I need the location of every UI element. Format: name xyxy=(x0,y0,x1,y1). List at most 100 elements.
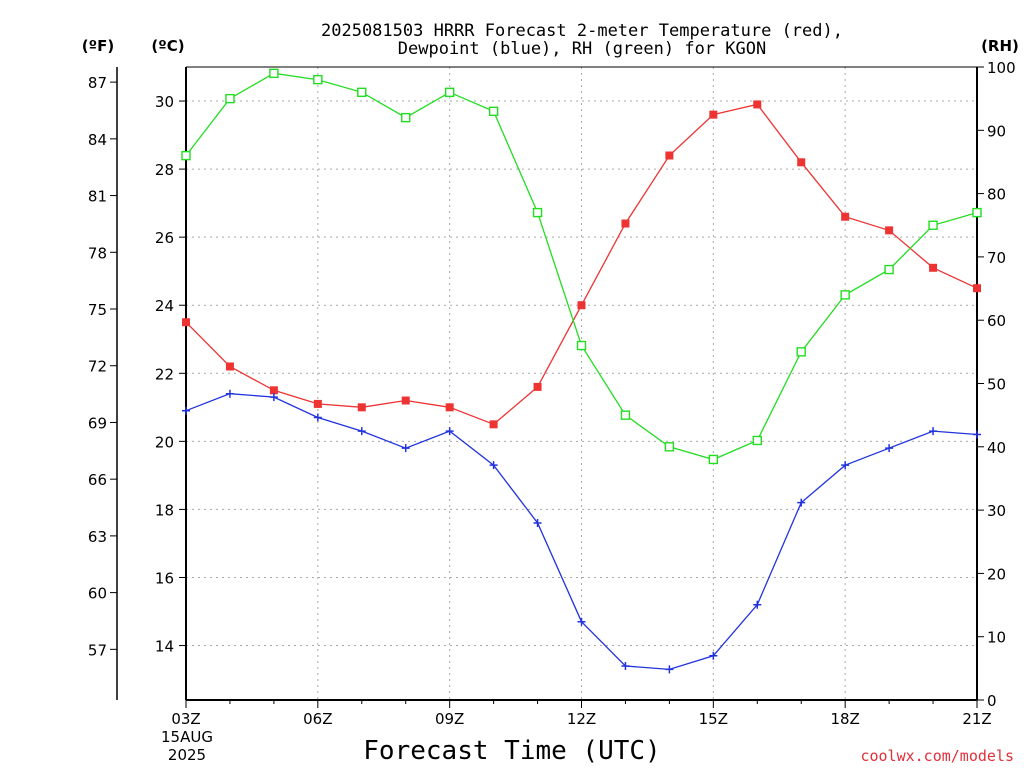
series-lines xyxy=(185,72,978,671)
dewpoint-point xyxy=(885,444,894,453)
temperature-point xyxy=(753,100,762,109)
rh-point xyxy=(401,112,411,123)
dewpoint-point xyxy=(313,413,322,422)
temperature-point xyxy=(489,420,498,429)
date-label-year: 2025 xyxy=(168,746,206,764)
rh-tick-label: 80 xyxy=(987,186,1006,204)
dewpoint-point xyxy=(665,665,674,674)
rh-tick-label: 10 xyxy=(987,629,1006,647)
dewpoint-point xyxy=(709,651,718,660)
dewpoint-point xyxy=(753,600,762,609)
rh-point xyxy=(181,150,191,161)
dewpoint-line xyxy=(185,393,978,671)
dewpoint-point xyxy=(269,393,278,402)
rh-point xyxy=(576,340,587,351)
x-tick-label: 18Z xyxy=(830,710,859,728)
fahrenheit-tick-label: 78 xyxy=(88,244,107,262)
rh-tick-label: 60 xyxy=(987,312,1006,330)
rh-tick-label: 100 xyxy=(987,59,1016,77)
dewpoint-point xyxy=(929,427,938,436)
temperature-point xyxy=(313,399,322,408)
date-label-day: 15AUG xyxy=(161,728,213,746)
gridlines xyxy=(186,67,977,700)
chart-title-line-2: Dewpoint (blue), RH (green) for KGON xyxy=(398,39,766,59)
dewpoint-point xyxy=(182,406,190,415)
temperature-point xyxy=(445,403,454,412)
dewpoint-point xyxy=(489,461,498,470)
rh-point xyxy=(444,87,455,98)
temperature-point xyxy=(401,396,410,405)
dewpoint-point xyxy=(445,427,454,436)
rh-point xyxy=(664,442,675,452)
temperature-point xyxy=(533,382,542,391)
temperature-point xyxy=(269,386,278,395)
celsius-tick-label: 18 xyxy=(155,501,174,519)
rh-point xyxy=(708,454,719,465)
axes: 57 60 63 66 69 72 75 78 81 84 87 14 16 18 20 22 24 26 28 30… xyxy=(88,59,1016,728)
fahrenheit-tick-label: 60 xyxy=(88,585,107,603)
temperature-point xyxy=(357,403,366,412)
dewpoint-point xyxy=(973,430,981,439)
rh-point xyxy=(796,347,806,357)
fahrenheit-tick-label: 81 xyxy=(88,188,107,206)
rh-point xyxy=(752,435,762,446)
temperature-point xyxy=(973,284,981,293)
fahrenheit-tick-label: 66 xyxy=(88,471,107,489)
temperature-point xyxy=(577,301,586,310)
fahrenheit-tick-label: 84 xyxy=(88,131,107,149)
rh-point xyxy=(269,68,279,79)
celsius-tick-label: 26 xyxy=(155,229,174,247)
x-tick-label: 21Z xyxy=(962,710,991,728)
fahrenheit-tick-label: 72 xyxy=(88,358,107,376)
fahrenheit-tick-label: 57 xyxy=(88,641,107,659)
chart-title-line-1: 2025081503 HRRR Forecast 2-meter Tempera… xyxy=(321,21,843,41)
rh-tick-label: 30 xyxy=(987,502,1006,520)
temperature-point xyxy=(929,263,938,272)
dewpoint-point xyxy=(225,389,234,398)
celsius-tick-label: 14 xyxy=(155,638,174,656)
rh-point xyxy=(620,410,631,420)
x-axis-title: Forecast Time (UTC) xyxy=(363,736,660,766)
rh-tick-label: 50 xyxy=(987,376,1006,394)
rh-point xyxy=(225,93,235,104)
rh-unit-label: (RH) xyxy=(981,37,1019,55)
rh-point xyxy=(972,207,982,218)
dewpoint-point xyxy=(533,519,542,528)
dewpoint-point xyxy=(401,444,410,453)
rh-point xyxy=(884,264,894,275)
celsius-tick-label: 16 xyxy=(155,569,174,587)
celsius-tick-label: 24 xyxy=(155,297,174,315)
rh-point xyxy=(840,290,850,300)
fahrenheit-tick-label: 87 xyxy=(88,74,107,92)
rh-tick-label: 70 xyxy=(987,249,1006,267)
credit-text: coolwx.com/models xyxy=(860,747,1014,765)
dewpoint-point xyxy=(357,427,366,436)
celsius-tick-label: 22 xyxy=(155,365,174,383)
temperature-point xyxy=(225,362,234,371)
temperature-point xyxy=(797,158,806,167)
fahrenheit-unit-label: (ºF) xyxy=(82,37,114,55)
celsius-unit-label: (ºC) xyxy=(151,37,184,55)
dewpoint-point xyxy=(621,661,630,670)
temperature-point xyxy=(709,110,718,119)
fahrenheit-tick-label: 69 xyxy=(88,414,107,432)
rh-tick-label: 40 xyxy=(987,439,1006,457)
temperature-point xyxy=(885,226,894,235)
x-tick-label: 03Z xyxy=(171,710,200,728)
rh-tick-label: 90 xyxy=(987,122,1006,140)
x-tick-label: 09Z xyxy=(435,710,464,728)
rh-point xyxy=(532,207,543,218)
x-tick-label: 06Z xyxy=(303,710,332,728)
celsius-tick-label: 28 xyxy=(155,161,174,179)
x-tick-label: 12Z xyxy=(567,710,596,728)
celsius-tick-label: 30 xyxy=(155,93,174,111)
rh-tick-label: 20 xyxy=(987,565,1006,583)
fahrenheit-tick-label: 75 xyxy=(88,301,107,319)
rh-tick-label: 0 xyxy=(987,692,997,710)
temperature-point xyxy=(621,219,630,228)
temperature-point xyxy=(841,212,850,221)
temperature-point xyxy=(665,151,674,160)
fahrenheit-tick-label: 63 xyxy=(88,528,107,546)
rh-point xyxy=(488,106,499,117)
